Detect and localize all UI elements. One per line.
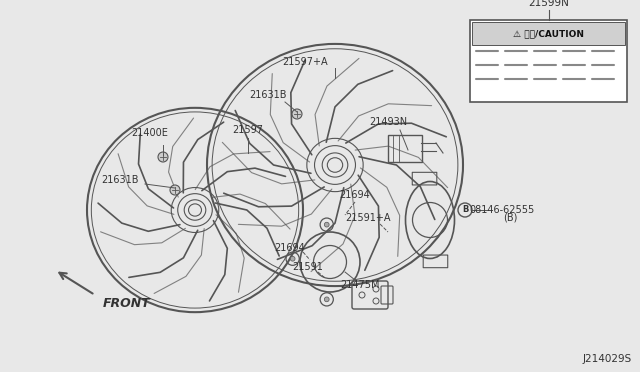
Text: 21694: 21694 (340, 190, 371, 200)
Circle shape (324, 297, 329, 302)
Circle shape (292, 109, 302, 119)
Text: 21599N: 21599N (529, 0, 569, 9)
Bar (472, 22, 625, 45)
Text: J214029S: J214029S (583, 354, 632, 364)
Text: 21631B: 21631B (249, 90, 287, 100)
Text: 08146-62555: 08146-62555 (469, 205, 534, 215)
Text: 21597: 21597 (232, 125, 264, 135)
Circle shape (324, 222, 329, 227)
Text: B: B (462, 205, 468, 215)
Text: 21591+A: 21591+A (345, 213, 391, 223)
Text: 21400E: 21400E (132, 128, 168, 138)
Circle shape (291, 256, 295, 261)
Bar (470, 20, 627, 102)
Text: (B): (B) (503, 213, 517, 223)
Text: ⚠ 注意/CAUTION: ⚠ 注意/CAUTION (513, 29, 584, 38)
Text: 21597+A: 21597+A (282, 57, 328, 67)
Text: 21591: 21591 (292, 262, 323, 272)
Circle shape (158, 152, 168, 162)
Circle shape (170, 185, 180, 195)
Text: 21493N: 21493N (369, 117, 407, 127)
Text: 21631B: 21631B (101, 175, 139, 185)
Text: 21694: 21694 (275, 243, 305, 253)
Text: 21475M: 21475M (340, 280, 380, 290)
Text: FRONT: FRONT (103, 297, 151, 310)
